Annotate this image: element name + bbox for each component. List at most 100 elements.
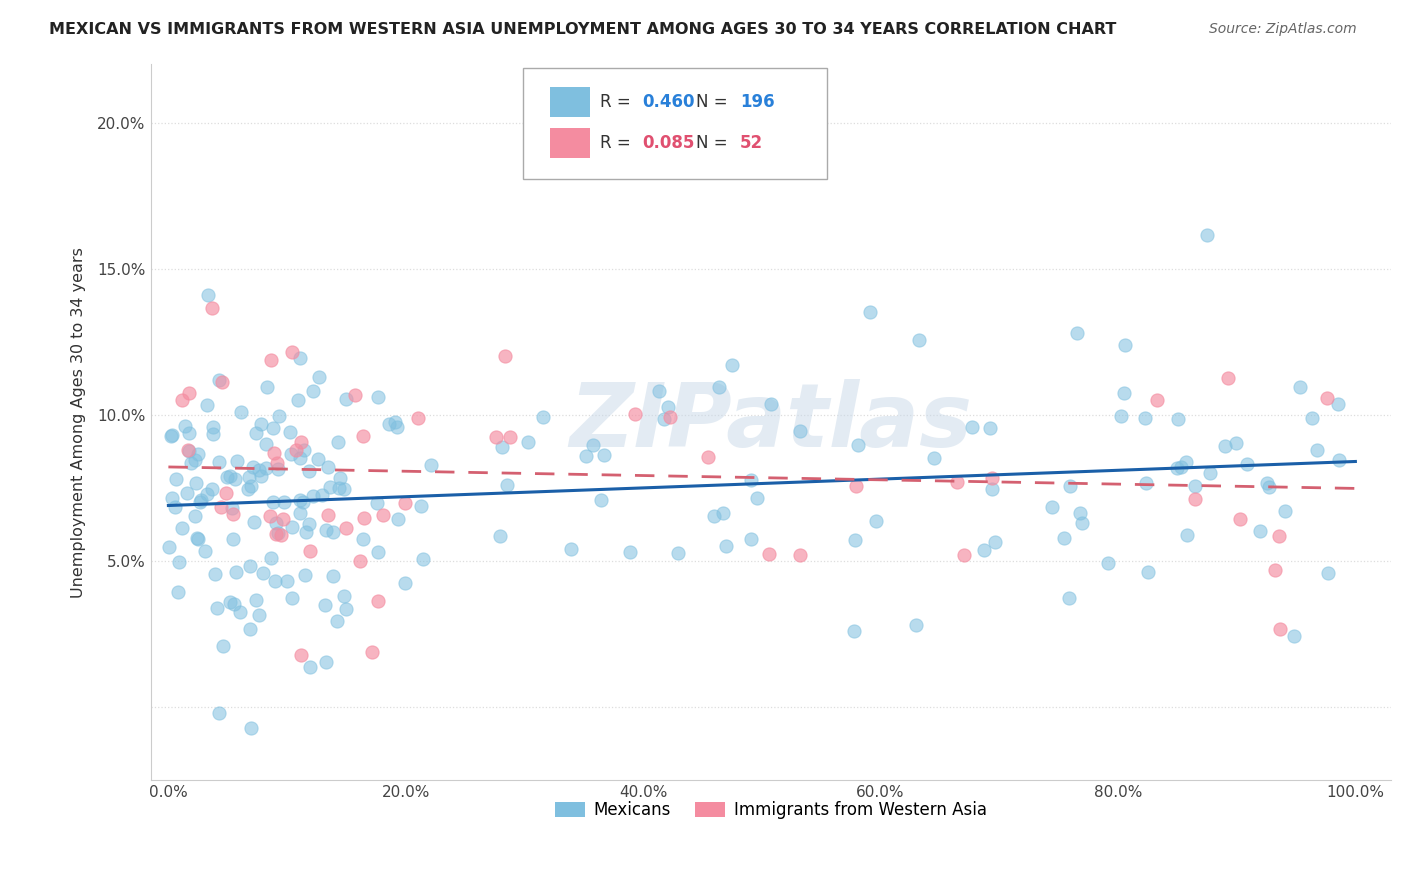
Point [247, 607, 270, 622]
Text: 196: 196 [740, 93, 775, 111]
Point [1274, 504, 1296, 518]
Point [281, 345, 304, 359]
Point [263, 574, 285, 589]
Point [224, 597, 246, 611]
Point [1317, 566, 1340, 581]
Point [254, 461, 277, 475]
Point [846, 438, 869, 452]
Point [184, 475, 207, 490]
Point [256, 380, 278, 394]
Point [221, 500, 243, 515]
Text: R =: R = [599, 134, 636, 152]
Point [322, 569, 344, 583]
Point [284, 443, 307, 458]
Text: R =: R = [599, 93, 636, 111]
Point [759, 397, 782, 411]
Point [187, 447, 209, 461]
Point [239, 623, 262, 637]
Point [280, 591, 302, 605]
Point [157, 540, 180, 554]
Point [281, 520, 304, 534]
Point [190, 493, 212, 508]
Point [290, 435, 312, 450]
Point [163, 500, 186, 515]
Point [160, 428, 183, 442]
Point [666, 546, 689, 560]
Text: N =: N = [696, 93, 734, 111]
Point [249, 469, 271, 483]
Point [367, 390, 389, 404]
Point [215, 485, 238, 500]
Point [177, 426, 200, 441]
Text: 0.460: 0.460 [641, 93, 695, 111]
Point [758, 547, 780, 561]
Point [721, 358, 744, 372]
Point [394, 576, 416, 591]
Point [1040, 500, 1063, 515]
Point [488, 529, 510, 543]
Point [1301, 411, 1323, 425]
Point [276, 574, 298, 588]
Point [290, 648, 312, 662]
FancyBboxPatch shape [523, 68, 827, 178]
Point [228, 605, 250, 619]
Point [494, 350, 516, 364]
Point [290, 351, 312, 365]
Point [1146, 393, 1168, 408]
Point [207, 601, 229, 615]
Point [953, 549, 976, 563]
Point [865, 514, 887, 528]
Point [648, 384, 671, 399]
Point [239, 479, 262, 493]
Point [225, 565, 247, 579]
Point [291, 495, 314, 509]
Point [215, 469, 238, 483]
Point [316, 460, 339, 475]
Point [352, 532, 374, 546]
Point [266, 456, 288, 470]
Point [333, 482, 356, 496]
Point [245, 426, 267, 441]
Point [207, 706, 229, 720]
Point [582, 438, 605, 452]
Point [315, 656, 337, 670]
Point [295, 525, 318, 540]
Point [298, 659, 321, 673]
Point [222, 532, 245, 546]
Point [657, 400, 679, 414]
Point [1066, 326, 1088, 340]
Point [174, 419, 197, 434]
Point [1326, 397, 1348, 411]
Point [260, 551, 283, 566]
Point [394, 496, 416, 510]
Point [219, 468, 242, 483]
Point [264, 527, 287, 541]
Point [367, 593, 389, 607]
Point [294, 442, 316, 457]
Point [946, 475, 969, 489]
Point [349, 554, 371, 568]
Point [322, 525, 344, 540]
Point [619, 545, 641, 559]
Point [239, 559, 262, 574]
Point [184, 508, 207, 523]
Legend: Mexicans, Immigrants from Western Asia: Mexicans, Immigrants from Western Asia [548, 795, 994, 826]
Point [252, 566, 274, 581]
Point [1069, 507, 1091, 521]
Point [747, 160, 769, 174]
Point [302, 384, 325, 398]
Point [298, 516, 321, 531]
Point [499, 430, 522, 444]
Point [1170, 460, 1192, 475]
Point [420, 458, 443, 472]
Point [222, 507, 245, 521]
Point [1114, 385, 1136, 400]
Point [1258, 480, 1281, 494]
Point [740, 532, 762, 546]
Point [1289, 380, 1312, 394]
Point [745, 491, 768, 505]
Point [264, 516, 287, 531]
Point [195, 399, 218, 413]
Point [219, 595, 242, 609]
Point [259, 353, 281, 368]
